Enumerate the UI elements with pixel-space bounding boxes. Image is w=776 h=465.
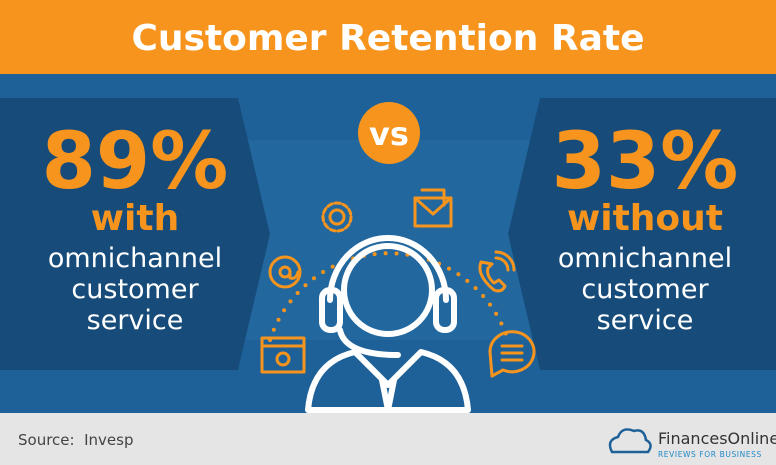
vs-badge xyxy=(358,102,420,164)
vs-label: vs xyxy=(369,115,409,153)
right-line: service xyxy=(597,305,694,336)
right-panel xyxy=(508,98,776,370)
left-line: customer xyxy=(71,274,199,305)
right-line: omnichannel xyxy=(558,243,732,274)
header-band xyxy=(0,0,776,74)
logo: FinancesOnline REVIEWS FOR BUSINESS xyxy=(608,428,776,459)
right-qualifier: without xyxy=(567,198,723,239)
left-line: omnichannel xyxy=(48,243,222,274)
right-line: customer xyxy=(581,274,709,305)
illustration xyxy=(260,188,536,413)
title: Customer Retention Rate xyxy=(131,18,644,59)
right-value: 33% xyxy=(552,117,739,207)
source: Source: Invesp xyxy=(18,431,133,449)
tagline: REVIEWS FOR BUSINESS xyxy=(658,450,762,459)
brand: FinancesOnline xyxy=(658,429,776,448)
left-qualifier: with xyxy=(91,198,179,239)
left-value: 89% xyxy=(42,117,229,207)
left-panel xyxy=(0,98,270,370)
left-line: service xyxy=(87,305,184,336)
